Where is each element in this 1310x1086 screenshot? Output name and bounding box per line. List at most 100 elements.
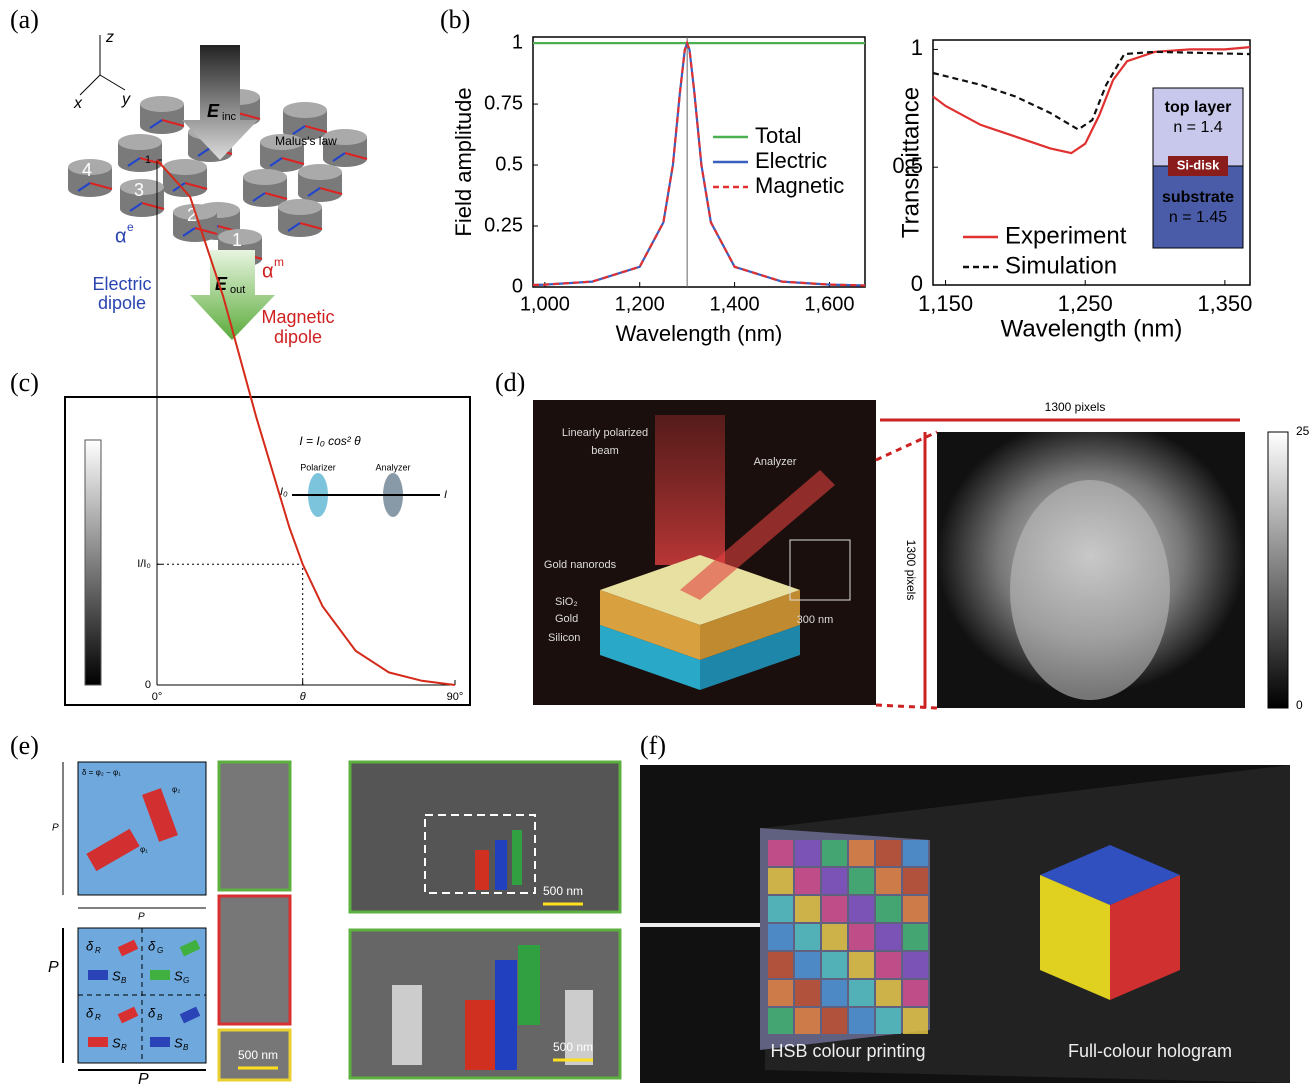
label: R bbox=[95, 946, 101, 955]
tile bbox=[849, 980, 874, 1006]
tile bbox=[903, 868, 928, 894]
tile bbox=[768, 924, 793, 950]
x-tick-label: 1,400 bbox=[710, 293, 760, 315]
legend-label: Electric bbox=[755, 148, 827, 173]
panel-label: (c) bbox=[10, 368, 39, 397]
label: 500 nm bbox=[238, 1048, 278, 1062]
label: 255 bbox=[1296, 424, 1310, 438]
panel-frame bbox=[65, 397, 470, 705]
zoom-line bbox=[876, 432, 937, 460]
label: 3 bbox=[134, 180, 144, 200]
x-tick-label: 1,600 bbox=[804, 293, 854, 315]
label: B bbox=[183, 1043, 189, 1052]
label: P bbox=[48, 959, 59, 976]
label: m bbox=[274, 255, 284, 269]
label: substrate bbox=[1162, 189, 1234, 206]
x-tick-label: 1,200 bbox=[615, 293, 665, 315]
label: B bbox=[121, 976, 127, 985]
x-tick-label: θ bbox=[300, 691, 306, 703]
pillar bbox=[512, 830, 522, 885]
tile bbox=[822, 1008, 847, 1034]
label: φ₂ bbox=[172, 785, 180, 794]
x-tick-label: 1,350 bbox=[1197, 291, 1252, 316]
tile bbox=[903, 840, 928, 866]
tile bbox=[822, 840, 847, 866]
y-axis-title: Transmittance bbox=[897, 87, 924, 238]
pillar bbox=[475, 850, 489, 890]
y-tick-label: 0 bbox=[512, 275, 523, 297]
panel-label: (f) bbox=[640, 731, 666, 760]
legend-label: Simulation bbox=[1005, 252, 1117, 279]
pillar bbox=[495, 960, 517, 1070]
disk-top bbox=[118, 134, 162, 150]
label: δ = φ₂ − φ₁ bbox=[82, 768, 121, 777]
unit-cell bbox=[78, 762, 206, 895]
y-tick-label: 0.5 bbox=[495, 153, 523, 175]
label: Polarizer bbox=[300, 462, 336, 472]
y-tick-label: I/I₀ bbox=[137, 558, 151, 570]
tile bbox=[795, 868, 820, 894]
label: dipole bbox=[98, 293, 146, 313]
label: e bbox=[127, 220, 134, 234]
tile bbox=[849, 896, 874, 922]
label: δ bbox=[86, 938, 94, 953]
label: n = 1.4 bbox=[1173, 119, 1222, 136]
tile bbox=[822, 980, 847, 1006]
pillar bbox=[392, 985, 422, 1065]
y-tick-label: 1 bbox=[145, 154, 151, 166]
colorbar bbox=[85, 440, 101, 685]
tile bbox=[849, 840, 874, 866]
panel-label: (e) bbox=[10, 731, 39, 760]
legend-label: Magnetic bbox=[755, 173, 844, 198]
tile bbox=[903, 952, 928, 978]
label: 4 bbox=[82, 160, 92, 180]
label: beam bbox=[591, 445, 619, 457]
disk-top bbox=[140, 96, 184, 112]
label: R bbox=[121, 1043, 127, 1052]
label: Magnetic bbox=[261, 307, 334, 327]
label: 1 bbox=[232, 230, 242, 250]
panel-label: (b) bbox=[440, 5, 470, 34]
x-tick-label: 90° bbox=[447, 691, 464, 703]
tile bbox=[822, 896, 847, 922]
y-tick-label: 0.75 bbox=[484, 92, 523, 114]
label: z bbox=[105, 29, 114, 46]
tile bbox=[795, 980, 820, 1006]
label: Silicon bbox=[548, 632, 580, 644]
tile bbox=[849, 952, 874, 978]
label: 0 bbox=[1296, 698, 1303, 712]
tile bbox=[768, 1008, 793, 1034]
y-tick-label: 0.25 bbox=[484, 214, 523, 236]
label: y bbox=[121, 91, 131, 108]
tile bbox=[903, 924, 928, 950]
y-tick-label: 0 bbox=[911, 271, 923, 296]
tile bbox=[822, 924, 847, 950]
label: P bbox=[52, 823, 59, 834]
tile bbox=[768, 868, 793, 894]
y-tick-label: 1 bbox=[512, 31, 523, 53]
label: δ bbox=[148, 1005, 156, 1020]
disk-top bbox=[283, 102, 327, 118]
tile bbox=[903, 980, 928, 1006]
tile bbox=[903, 1008, 928, 1034]
tile bbox=[768, 952, 793, 978]
tile bbox=[795, 896, 820, 922]
legend-label: Total bbox=[755, 123, 801, 148]
label: α bbox=[115, 225, 127, 247]
tile bbox=[876, 924, 901, 950]
label: SiO₂ bbox=[555, 596, 578, 608]
y-tick-label: 1 bbox=[911, 35, 923, 60]
tile bbox=[795, 1008, 820, 1034]
legend-label: Experiment bbox=[1005, 222, 1127, 249]
y-axis-title: Field amplitude bbox=[451, 87, 476, 236]
label: 500 nm bbox=[543, 884, 583, 898]
label: I = I₀ cos² θ bbox=[299, 434, 361, 448]
label: S bbox=[112, 968, 121, 983]
x-tick-label: 0° bbox=[152, 691, 163, 703]
label: top layer bbox=[1165, 99, 1232, 116]
disk-top bbox=[298, 164, 342, 180]
tile bbox=[822, 868, 847, 894]
label: E bbox=[207, 101, 220, 121]
label: Electric bbox=[92, 274, 151, 294]
y-tick-label: 0 bbox=[145, 679, 151, 691]
